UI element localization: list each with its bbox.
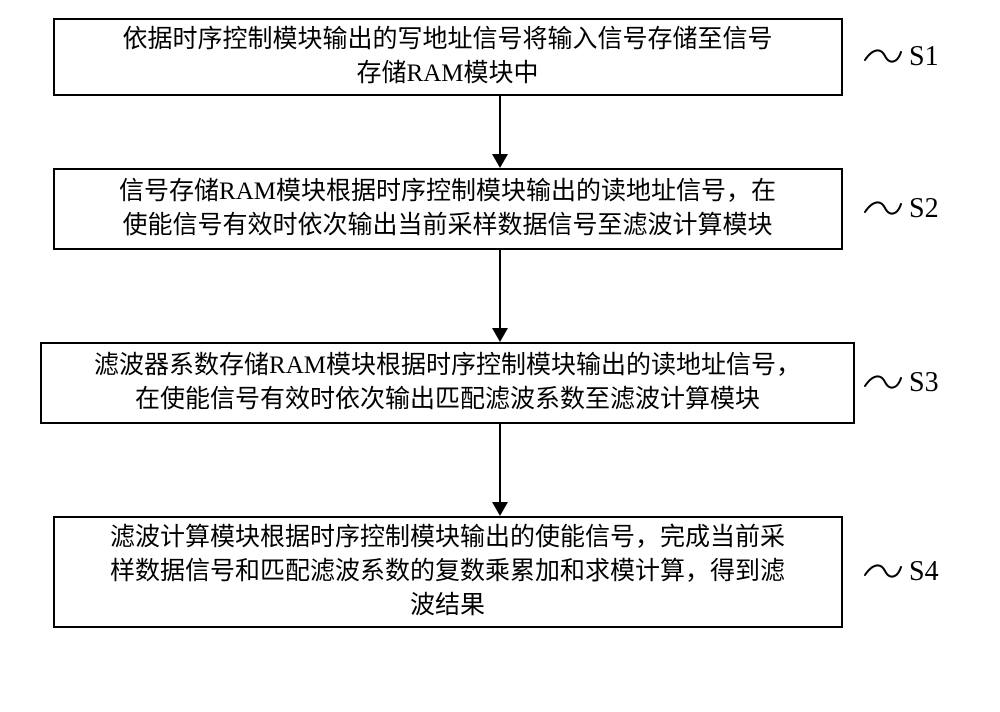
step-text: 在使能信号有效时依次输出匹配滤波系数至滤波计算模块 <box>135 383 760 417</box>
step-label-group: S2 <box>863 193 939 225</box>
step-row-s1: 依据时序控制模块输出的写地址信号将输入信号存储至信号存储RAM模块中 S1 <box>40 18 960 96</box>
step-row-s4: 滤波计算模块根据时序控制模块输出的使能信号，完成当前采样数据信号和匹配滤波系数的… <box>40 516 960 628</box>
step-box-slot: 依据时序控制模块输出的写地址信号将输入信号存储至信号存储RAM模块中 <box>40 18 855 96</box>
step-text: 存储RAM模块中 <box>357 57 539 91</box>
step-text: 使能信号有效时依次输出当前采样数据信号至滤波计算模块 <box>122 209 772 243</box>
step-label-group: S1 <box>863 41 939 73</box>
step-box-slot: 滤波器系数存储RAM模块根据时序控制模块输出的读地址信号，在使能信号有效时依次输… <box>40 342 855 424</box>
step-box-s3: 滤波器系数存储RAM模块根据时序控制模块输出的读地址信号，在使能信号有效时依次输… <box>40 342 855 424</box>
step-text: 波结果 <box>410 589 485 623</box>
arrow-down-icon <box>492 250 508 342</box>
step-box-slot: 信号存储RAM模块根据时序控制模块输出的读地址信号，在使能信号有效时依次输出当前… <box>40 168 855 250</box>
step-text: 信号存储RAM模块根据时序控制模块输出的读地址信号，在 <box>119 175 776 209</box>
step-label-group: S4 <box>863 556 939 588</box>
arrow-head-icon <box>492 502 508 516</box>
arrow-head-icon <box>492 328 508 342</box>
arrow-line <box>499 96 501 154</box>
arrow-slot <box>93 96 908 168</box>
step-label: S2 <box>909 193 939 225</box>
step-label: S1 <box>909 41 939 73</box>
step-text: 依据时序控制模块输出的写地址信号将输入信号存储至信号 <box>122 23 772 57</box>
step-box-s1: 依据时序控制模块输出的写地址信号将输入信号存储至信号存储RAM模块中 <box>53 18 843 96</box>
arrow-line <box>499 250 501 328</box>
arrow-head-icon <box>492 154 508 168</box>
step-text: 滤波器系数存储RAM模块根据时序控制模块输出的读地址信号， <box>94 349 801 383</box>
flowchart: 依据时序控制模块输出的写地址信号将输入信号存储至信号存储RAM模块中 S1 信号存储… <box>40 18 960 628</box>
step-box-slot: 滤波计算模块根据时序控制模块输出的使能信号，完成当前采样数据信号和匹配滤波系数的… <box>40 516 855 628</box>
step-text: 样数据信号和匹配滤波系数的复数乘累加和求模计算，得到滤 <box>110 555 785 589</box>
arrow-line <box>499 424 501 502</box>
arrow-down-icon <box>492 96 508 168</box>
tilde-icon <box>863 557 903 587</box>
arrow-down-icon <box>492 424 508 516</box>
step-box-s4: 滤波计算模块根据时序控制模块输出的使能信号，完成当前采样数据信号和匹配滤波系数的… <box>53 516 843 628</box>
step-label: S3 <box>909 367 939 399</box>
step-box-s2: 信号存储RAM模块根据时序控制模块输出的读地址信号，在使能信号有效时依次输出当前… <box>53 168 843 250</box>
step-row-s2: 信号存储RAM模块根据时序控制模块输出的读地址信号，在使能信号有效时依次输出当前… <box>40 168 960 250</box>
step-row-s3: 滤波器系数存储RAM模块根据时序控制模块输出的读地址信号，在使能信号有效时依次输… <box>40 342 960 424</box>
tilde-icon <box>863 194 903 224</box>
step-label: S4 <box>909 556 939 588</box>
step-label-group: S3 <box>863 367 939 399</box>
tilde-icon <box>863 42 903 72</box>
arrow-slot <box>93 250 908 342</box>
step-text: 滤波计算模块根据时序控制模块输出的使能信号，完成当前采 <box>110 521 785 555</box>
arrow-slot <box>93 424 908 516</box>
tilde-icon <box>863 368 903 398</box>
